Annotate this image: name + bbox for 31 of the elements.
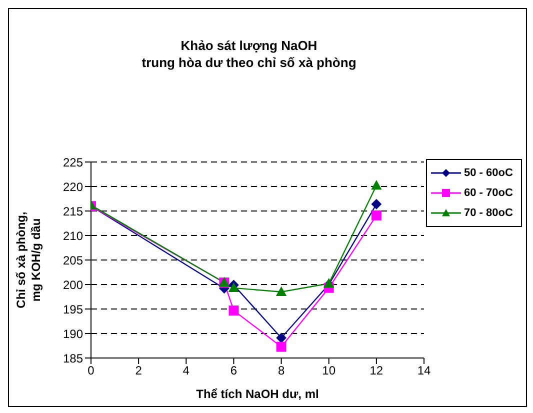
x-tick-label: 14: [417, 364, 431, 378]
legend-label: 70 - 80oC: [464, 207, 513, 219]
x-tick-label: 10: [322, 364, 336, 378]
point: [228, 282, 239, 292]
chart-title: Khảo sát lượng NaOH trung hòa dư theo chỉ số xà phòng: [140, 37, 358, 71]
y-tick-label: 185: [62, 351, 84, 366]
y-tick-label: 190: [62, 326, 84, 341]
x-tick-label: 12: [370, 364, 384, 378]
point: [276, 286, 286, 296]
y-tick-label: 225: [62, 155, 84, 170]
x-tick-label: 6: [230, 364, 238, 378]
x-tick-label: 4: [182, 364, 190, 378]
point: [371, 210, 382, 220]
x-tick-label: 8: [278, 364, 285, 378]
point: [276, 342, 286, 352]
point: [371, 180, 382, 190]
y-tick-label: 220: [62, 180, 84, 194]
legend-label: 60 - 70oC: [464, 187, 513, 199]
y-axis-title: Chỉ số xà phòng, mg KOH/g dầu: [14, 212, 43, 308]
y-tick-label: 215: [62, 204, 84, 218]
y-tick-label: 200: [62, 278, 84, 292]
legend-label: 50 - 60oC: [464, 167, 513, 179]
x-axis-title: Thể tích NaOH dư, ml: [196, 387, 319, 401]
x-tick-label: 0: [88, 364, 95, 378]
point: [371, 199, 382, 210]
y-tick-label: 205: [62, 253, 84, 268]
x-tick-label: 2: [135, 364, 142, 378]
y-tick-label: 195: [62, 302, 84, 316]
point: [228, 305, 239, 316]
y-tick-label: 210: [62, 228, 84, 243]
point: [276, 332, 286, 343]
